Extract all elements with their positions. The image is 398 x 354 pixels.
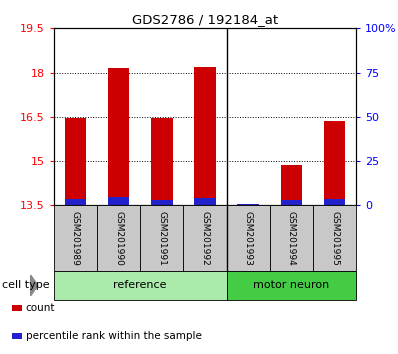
Title: GDS2786 / 192184_at: GDS2786 / 192184_at [132, 13, 278, 26]
Bar [194, 198, 216, 205]
Bar [64, 199, 86, 205]
Bar [97, 205, 140, 271]
Text: GSM201991: GSM201991 [157, 211, 166, 266]
Text: percentile rank within the sample: percentile rank within the sample [26, 331, 202, 341]
Text: GSM201989: GSM201989 [71, 211, 80, 266]
Text: GSM201994: GSM201994 [287, 211, 296, 266]
Bar [54, 271, 226, 300]
Bar [324, 121, 345, 205]
Text: GSM201995: GSM201995 [330, 211, 339, 266]
Text: reference: reference [113, 280, 167, 290]
Bar [313, 205, 356, 271]
Text: GSM201990: GSM201990 [114, 211, 123, 266]
Bar [226, 271, 356, 300]
Bar [151, 118, 173, 205]
Bar [108, 68, 129, 205]
Text: motor neuron: motor neuron [253, 280, 330, 290]
Bar [324, 199, 345, 205]
Bar [281, 166, 302, 205]
Bar [237, 204, 259, 205]
Bar [151, 200, 173, 205]
Bar [12, 306, 22, 311]
Bar [12, 333, 22, 338]
Bar [183, 205, 226, 271]
Text: count: count [26, 303, 55, 313]
Polygon shape [31, 275, 38, 296]
Bar [64, 118, 86, 205]
Text: cell type: cell type [2, 280, 50, 290]
Bar [194, 67, 216, 205]
Bar [270, 205, 313, 271]
Text: GSM201993: GSM201993 [244, 211, 253, 266]
Bar [226, 205, 270, 271]
Bar [140, 205, 183, 271]
Text: GSM201992: GSM201992 [201, 211, 209, 266]
Bar [108, 198, 129, 205]
Bar [54, 205, 97, 271]
Bar [281, 200, 302, 205]
